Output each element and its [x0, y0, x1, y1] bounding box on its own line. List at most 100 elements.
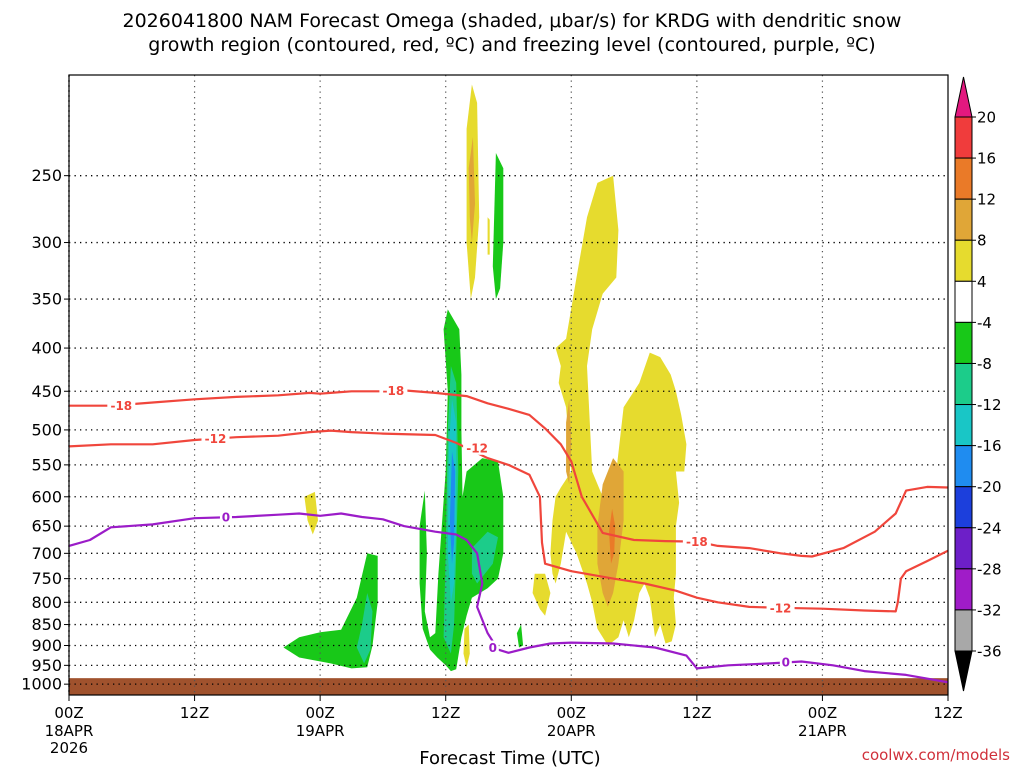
y-tick-label: 350 [31, 290, 62, 309]
upward-green-small-region [516, 624, 524, 648]
isotherm-minus12-contour [69, 429, 948, 613]
y-tick-label: 400 [31, 339, 62, 358]
contour-label-bg [766, 600, 795, 615]
x-tick-label: 12Z [180, 704, 209, 722]
colorbar: 20 16 12 8 4 -4 -8 -12 -16 -20 -24 -28 -32 -36 [954, 76, 1002, 692]
contour-layer [69, 389, 948, 684]
colorbar-swatch [954, 198, 973, 241]
upward-blue-mid-region [449, 451, 456, 564]
contour-label: -12 [770, 601, 792, 615]
downward-yellow-mid-region [532, 573, 551, 616]
colorbar-swatch [954, 527, 973, 570]
omega-shaded-layer [283, 84, 687, 672]
y-tick-label: 250 [31, 166, 62, 185]
colorbar-label: -36 [977, 643, 1002, 661]
colorbar-label: 4 [977, 273, 987, 291]
colorbar-label: -32 [977, 601, 1002, 619]
contour-label: -18 [686, 535, 708, 549]
upward-teal-right-region [471, 531, 498, 584]
contour-label-bg [201, 431, 230, 446]
y-tick-label: 900 [31, 636, 62, 655]
chart-title-line2: growth region (contoured, red, ºC) and f… [148, 34, 875, 56]
colorbar-label: 12 [977, 191, 996, 209]
downward-yellow-main-region [550, 175, 687, 646]
colorbar-swatch [954, 362, 973, 406]
freezing-level-contour [69, 512, 948, 684]
colorbar-swatch [954, 157, 973, 200]
contour-label: -18 [383, 384, 405, 398]
colorbar-swatch [954, 445, 973, 488]
contour-label-bg [779, 655, 792, 670]
y-tick-label: 850 [31, 615, 62, 634]
colorbar-label: 8 [977, 232, 987, 250]
contour-label: -12 [466, 441, 488, 455]
x-tick-label: 00Z [305, 704, 334, 722]
x-tick-label: 12Z [682, 704, 711, 722]
x-tick-date: 20APR [547, 722, 596, 740]
colorbar-label: -8 [977, 355, 992, 373]
contour-label-bg [463, 440, 492, 455]
colorbar-swatch [954, 116, 973, 159]
colorbar-swatch [954, 609, 973, 652]
colorbar-swatch [954, 404, 973, 447]
downward-red-core-region [609, 508, 616, 564]
y-tick-label: 450 [31, 382, 62, 401]
downward-yellow-early-region [304, 491, 318, 535]
downward-orange-upper-region [468, 137, 475, 243]
contour-label: 0 [222, 511, 230, 525]
terrain-fill [69, 678, 948, 695]
colorbar-swatch [954, 486, 973, 529]
x-tick-label: 00Z [808, 704, 837, 722]
upward-green-upper-region [492, 153, 504, 300]
y-axis: 250 300 350 400 450 500 550 600 650 700 750 800 850 9… [21, 166, 69, 694]
y-tick-label: 800 [31, 593, 62, 612]
contour-label-bg [486, 640, 499, 655]
isotherm-minus18-contour [69, 389, 948, 558]
contour-label-bg [379, 383, 408, 398]
contour-label-bg [219, 510, 232, 525]
upward-green-early-region [283, 553, 378, 669]
colorbar-label: -24 [977, 519, 1002, 537]
y-tick-label: 600 [31, 487, 62, 506]
x-tick-date: 19APR [296, 722, 345, 740]
x-tick-label: 00Z [54, 704, 83, 722]
colorbar-bottom-arrow [954, 650, 973, 692]
terrain-layer [69, 678, 948, 695]
colorbar-swatch [954, 239, 973, 282]
contour-label: 0 [489, 641, 497, 655]
grid-layer [68, 75, 948, 695]
colorbar-label: 20 [977, 109, 996, 127]
x-axis-title: Forecast Time (UTC) [419, 748, 600, 768]
colorbar-label: -28 [977, 560, 1002, 578]
colorbar-top-arrow [954, 76, 973, 118]
colorbar-swatch [954, 568, 973, 611]
colorbar-label: -16 [977, 437, 1002, 455]
contour-label-bg [107, 398, 136, 413]
y-tick-label: 750 [31, 569, 62, 588]
colorbar-label: 16 [977, 150, 996, 168]
y-tick-label: 500 [31, 420, 62, 439]
y-tick-label: 650 [31, 517, 62, 536]
y-tick-label: 550 [31, 455, 62, 474]
y-tick-label: 950 [31, 656, 62, 675]
colorbar-label: -4 [977, 314, 992, 332]
y-tick-label: 700 [31, 544, 62, 563]
contour-label: -18 [110, 399, 132, 413]
downward-orange-left-region [566, 399, 572, 485]
y-tick-label: 300 [31, 233, 62, 252]
y-tick-label: 1000 [21, 675, 62, 694]
colorbar-label: -20 [977, 478, 1002, 496]
contour-label-bg [682, 534, 711, 549]
x-tick-label: 12Z [933, 704, 962, 722]
x-tick-label: 00Z [557, 704, 586, 722]
x-tick-date: 18APR [45, 722, 94, 740]
colorbar-label: -12 [977, 396, 1002, 414]
contour-label: -12 [205, 432, 227, 446]
contour-label: 0 [782, 656, 790, 670]
colorbar-swatch [954, 321, 973, 364]
chart-title-line1: 2026041800 NAM Forecast Omega (shaded, μ… [123, 10, 902, 32]
plot-frame [68, 74, 949, 696]
x-tick-year: 2026 [50, 739, 88, 757]
credit-link[interactable]: coolwx.com/models [862, 746, 1010, 764]
